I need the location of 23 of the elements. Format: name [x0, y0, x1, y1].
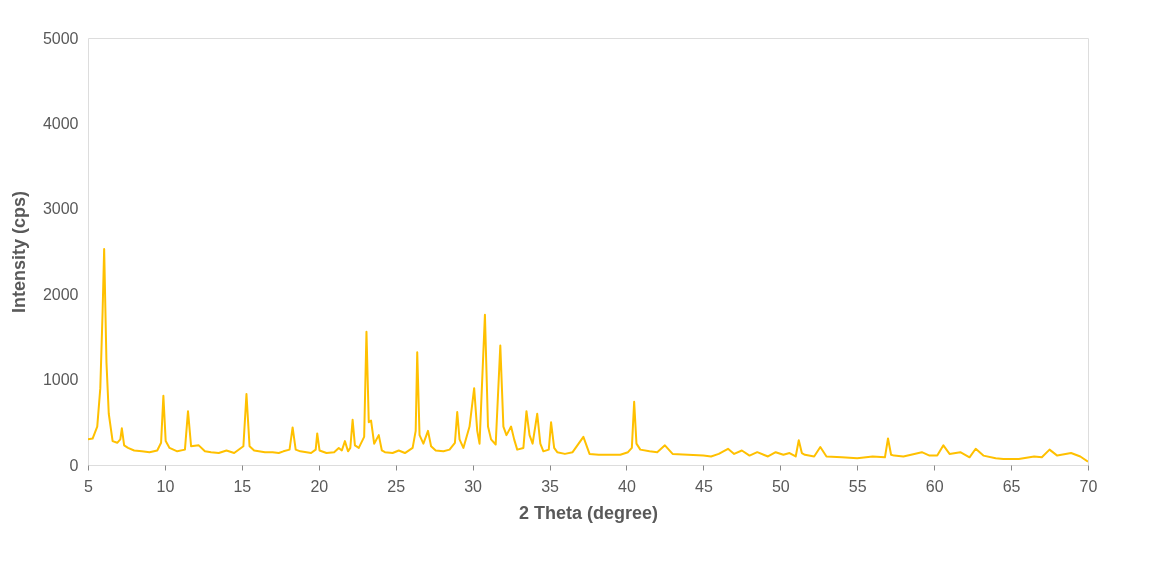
- x-tick-label: 10: [156, 477, 175, 495]
- x-tick-label: 35: [541, 477, 560, 495]
- x-tick-label: 30: [464, 477, 483, 495]
- x-tick-label: 60: [925, 477, 944, 495]
- y-tick-label: 3000: [42, 200, 79, 218]
- y-tick-label: 4000: [42, 114, 79, 132]
- x-tick-label: 50: [771, 477, 790, 495]
- x-tick-label: 55: [848, 477, 867, 495]
- x-tick-label: 20: [310, 477, 329, 495]
- x-tick-label: 40: [618, 477, 636, 495]
- x-tick-label: 45: [694, 477, 713, 495]
- line-series: [88, 247, 1088, 463]
- x-tick-label: 65: [1002, 477, 1021, 495]
- y-tick-label: 2000: [42, 285, 79, 303]
- y-tick-label: 1000: [42, 371, 79, 389]
- x-tick-label: 70: [1079, 477, 1098, 495]
- y-tick-label: 0: [69, 456, 79, 474]
- x-axis-title: 2 Theta (degree): [518, 502, 659, 523]
- y-tick-label: 5000: [42, 29, 79, 47]
- x-tick-label: 25: [387, 477, 406, 495]
- x-tick-label: 15: [233, 477, 252, 495]
- y-axis-title: Intensity (cps): [8, 190, 29, 314]
- x-tick-label: 5: [84, 477, 94, 495]
